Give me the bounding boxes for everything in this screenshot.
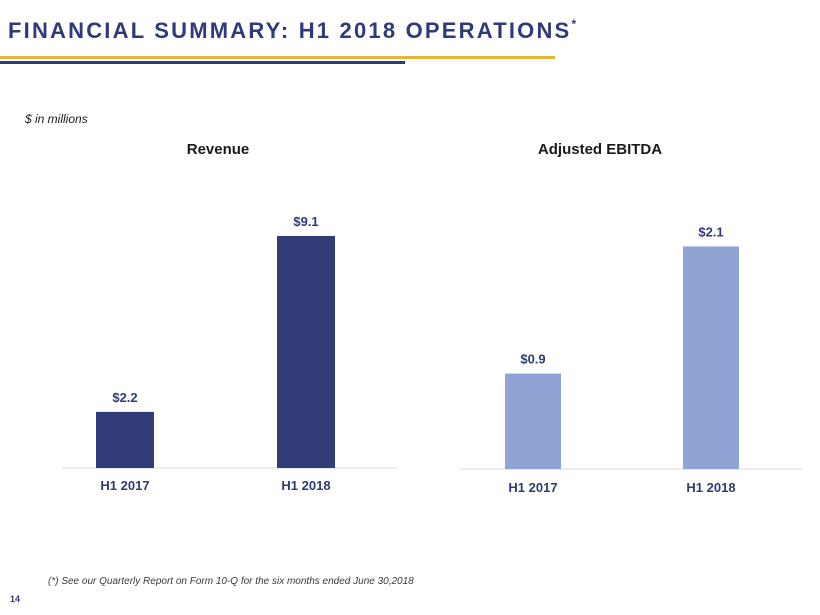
page-title: FINANCIAL SUMMARY: H1 2018 OPERATIONS* <box>8 16 577 44</box>
title-footnote-mark: * <box>571 16 577 31</box>
revenue-bar-2 <box>277 235 335 468</box>
revenue-chart: Revenue $2.2 H1 2017 $9.1 H1 2018 <box>62 141 398 493</box>
revenue-bar-1 <box>96 411 154 468</box>
ebitda-bar-2 <box>683 246 739 469</box>
ebitda-bar-1 <box>505 373 561 469</box>
ebitda-value-label-1: $0.9 <box>520 352 545 367</box>
revenue-value-label-2: $9.1 <box>293 214 318 229</box>
revenue-category-label-2: H1 2018 <box>281 478 330 493</box>
ebitda-category-label-1: H1 2017 <box>508 480 557 495</box>
ebitda-category-label-2: H1 2018 <box>686 480 735 495</box>
revenue-category-label-1: H1 2017 <box>100 478 149 493</box>
title-underline-navy <box>0 61 405 64</box>
page-number: 14 <box>10 594 21 604</box>
adjusted-ebitda-chart: Adjusted EBITDA $0.9 H1 2017 $2.1 H1 2018 <box>460 141 802 495</box>
units-note: $ in millions <box>25 112 88 126</box>
revenue-value-label-1: $2.2 <box>112 390 137 405</box>
title-underline-gold <box>0 56 555 59</box>
ebitda-chart-title: Adjusted EBITDA <box>538 141 662 158</box>
footnote: (*) See our Quarterly Report on Form 10-… <box>48 576 414 587</box>
ebitda-value-label-2: $2.1 <box>698 224 723 239</box>
page-title-text: FINANCIAL SUMMARY: H1 2018 OPERATIONS <box>8 18 572 43</box>
revenue-chart-title: Revenue <box>187 141 250 158</box>
